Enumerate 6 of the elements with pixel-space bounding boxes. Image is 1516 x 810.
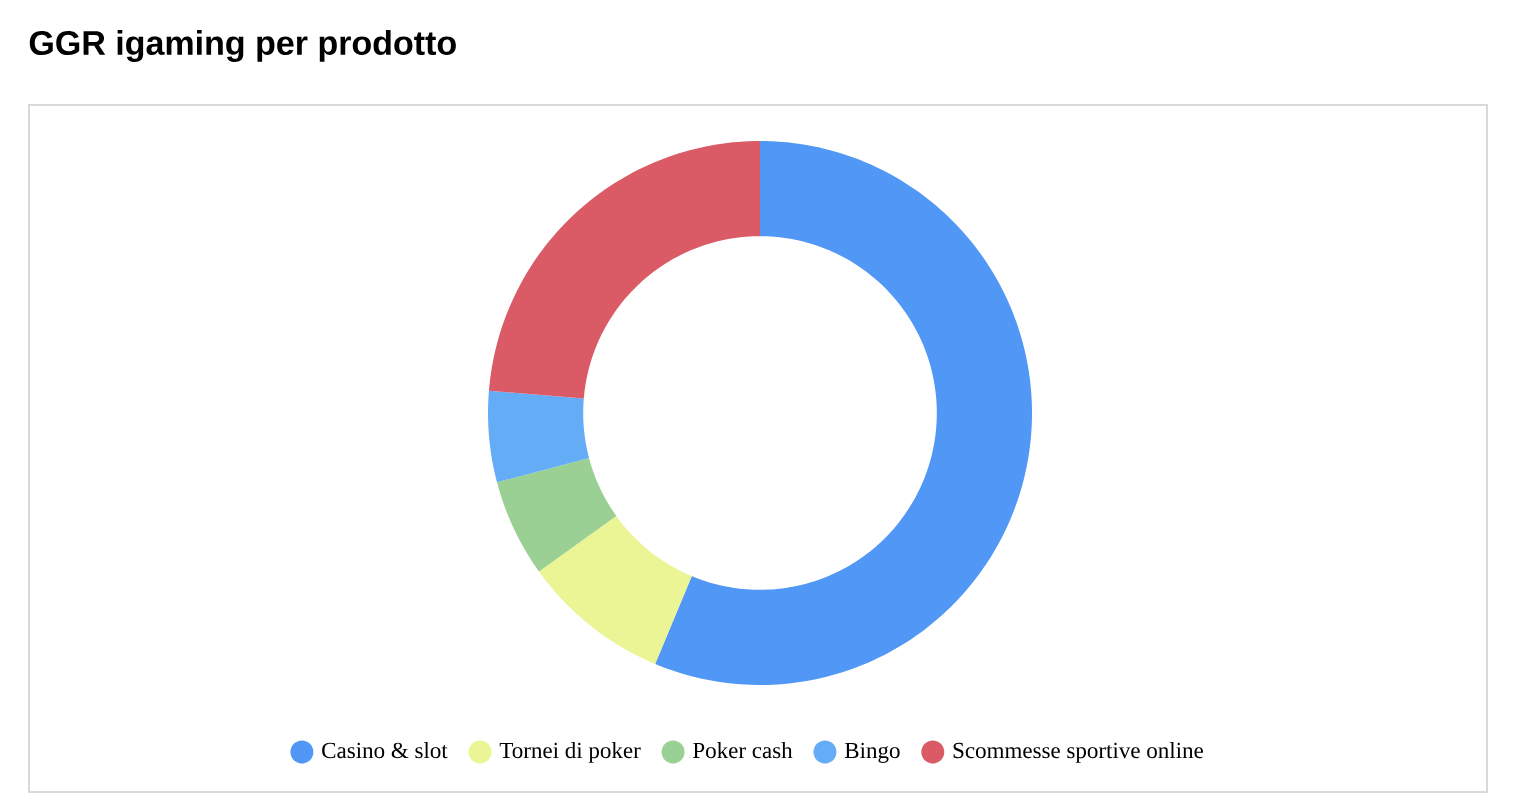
legend-label: Bingo: [844, 742, 900, 763]
legend-label: Poker cash: [693, 742, 793, 759]
legend-label: Scommesse sportive online: [953, 742, 1203, 763]
legend-label: Casino & slot: [322, 742, 448, 759]
legend-label: Tornei di poker: [499, 742, 641, 763]
chart-title: GGR igaming per prodotto: [29, 30, 456, 62]
